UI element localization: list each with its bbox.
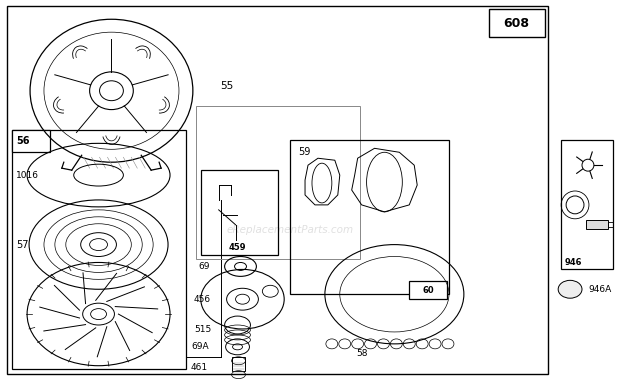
- Bar: [608, 222, 613, 227]
- Bar: [201, 170, 278, 255]
- Bar: [196, 106, 360, 260]
- Text: 69A: 69A: [191, 342, 208, 352]
- Text: 55: 55: [221, 81, 234, 91]
- Text: 946: 946: [564, 258, 582, 267]
- Bar: [232, 357, 246, 370]
- Text: 461: 461: [191, 363, 208, 372]
- Bar: [7, 6, 548, 374]
- Ellipse shape: [558, 280, 582, 298]
- Bar: [12, 130, 50, 152]
- Text: eReplacementParts.com: eReplacementParts.com: [226, 225, 353, 235]
- Bar: [586, 220, 608, 229]
- Bar: [561, 140, 613, 269]
- Text: 515: 515: [194, 325, 211, 334]
- Text: 60: 60: [422, 286, 434, 295]
- Bar: [290, 140, 449, 294]
- Text: 69: 69: [199, 262, 210, 271]
- Text: 1016: 1016: [16, 171, 39, 180]
- Text: 946A: 946A: [588, 285, 611, 294]
- Text: 56: 56: [16, 136, 30, 146]
- Text: 459: 459: [229, 243, 246, 252]
- Text: 59: 59: [298, 147, 311, 157]
- Text: 57: 57: [16, 240, 29, 250]
- Ellipse shape: [582, 159, 594, 171]
- Bar: [12, 130, 186, 369]
- Text: 608: 608: [503, 17, 529, 30]
- Text: 456: 456: [194, 295, 211, 304]
- Bar: [409, 281, 447, 299]
- Bar: [489, 10, 545, 37]
- Text: 58: 58: [356, 349, 368, 358]
